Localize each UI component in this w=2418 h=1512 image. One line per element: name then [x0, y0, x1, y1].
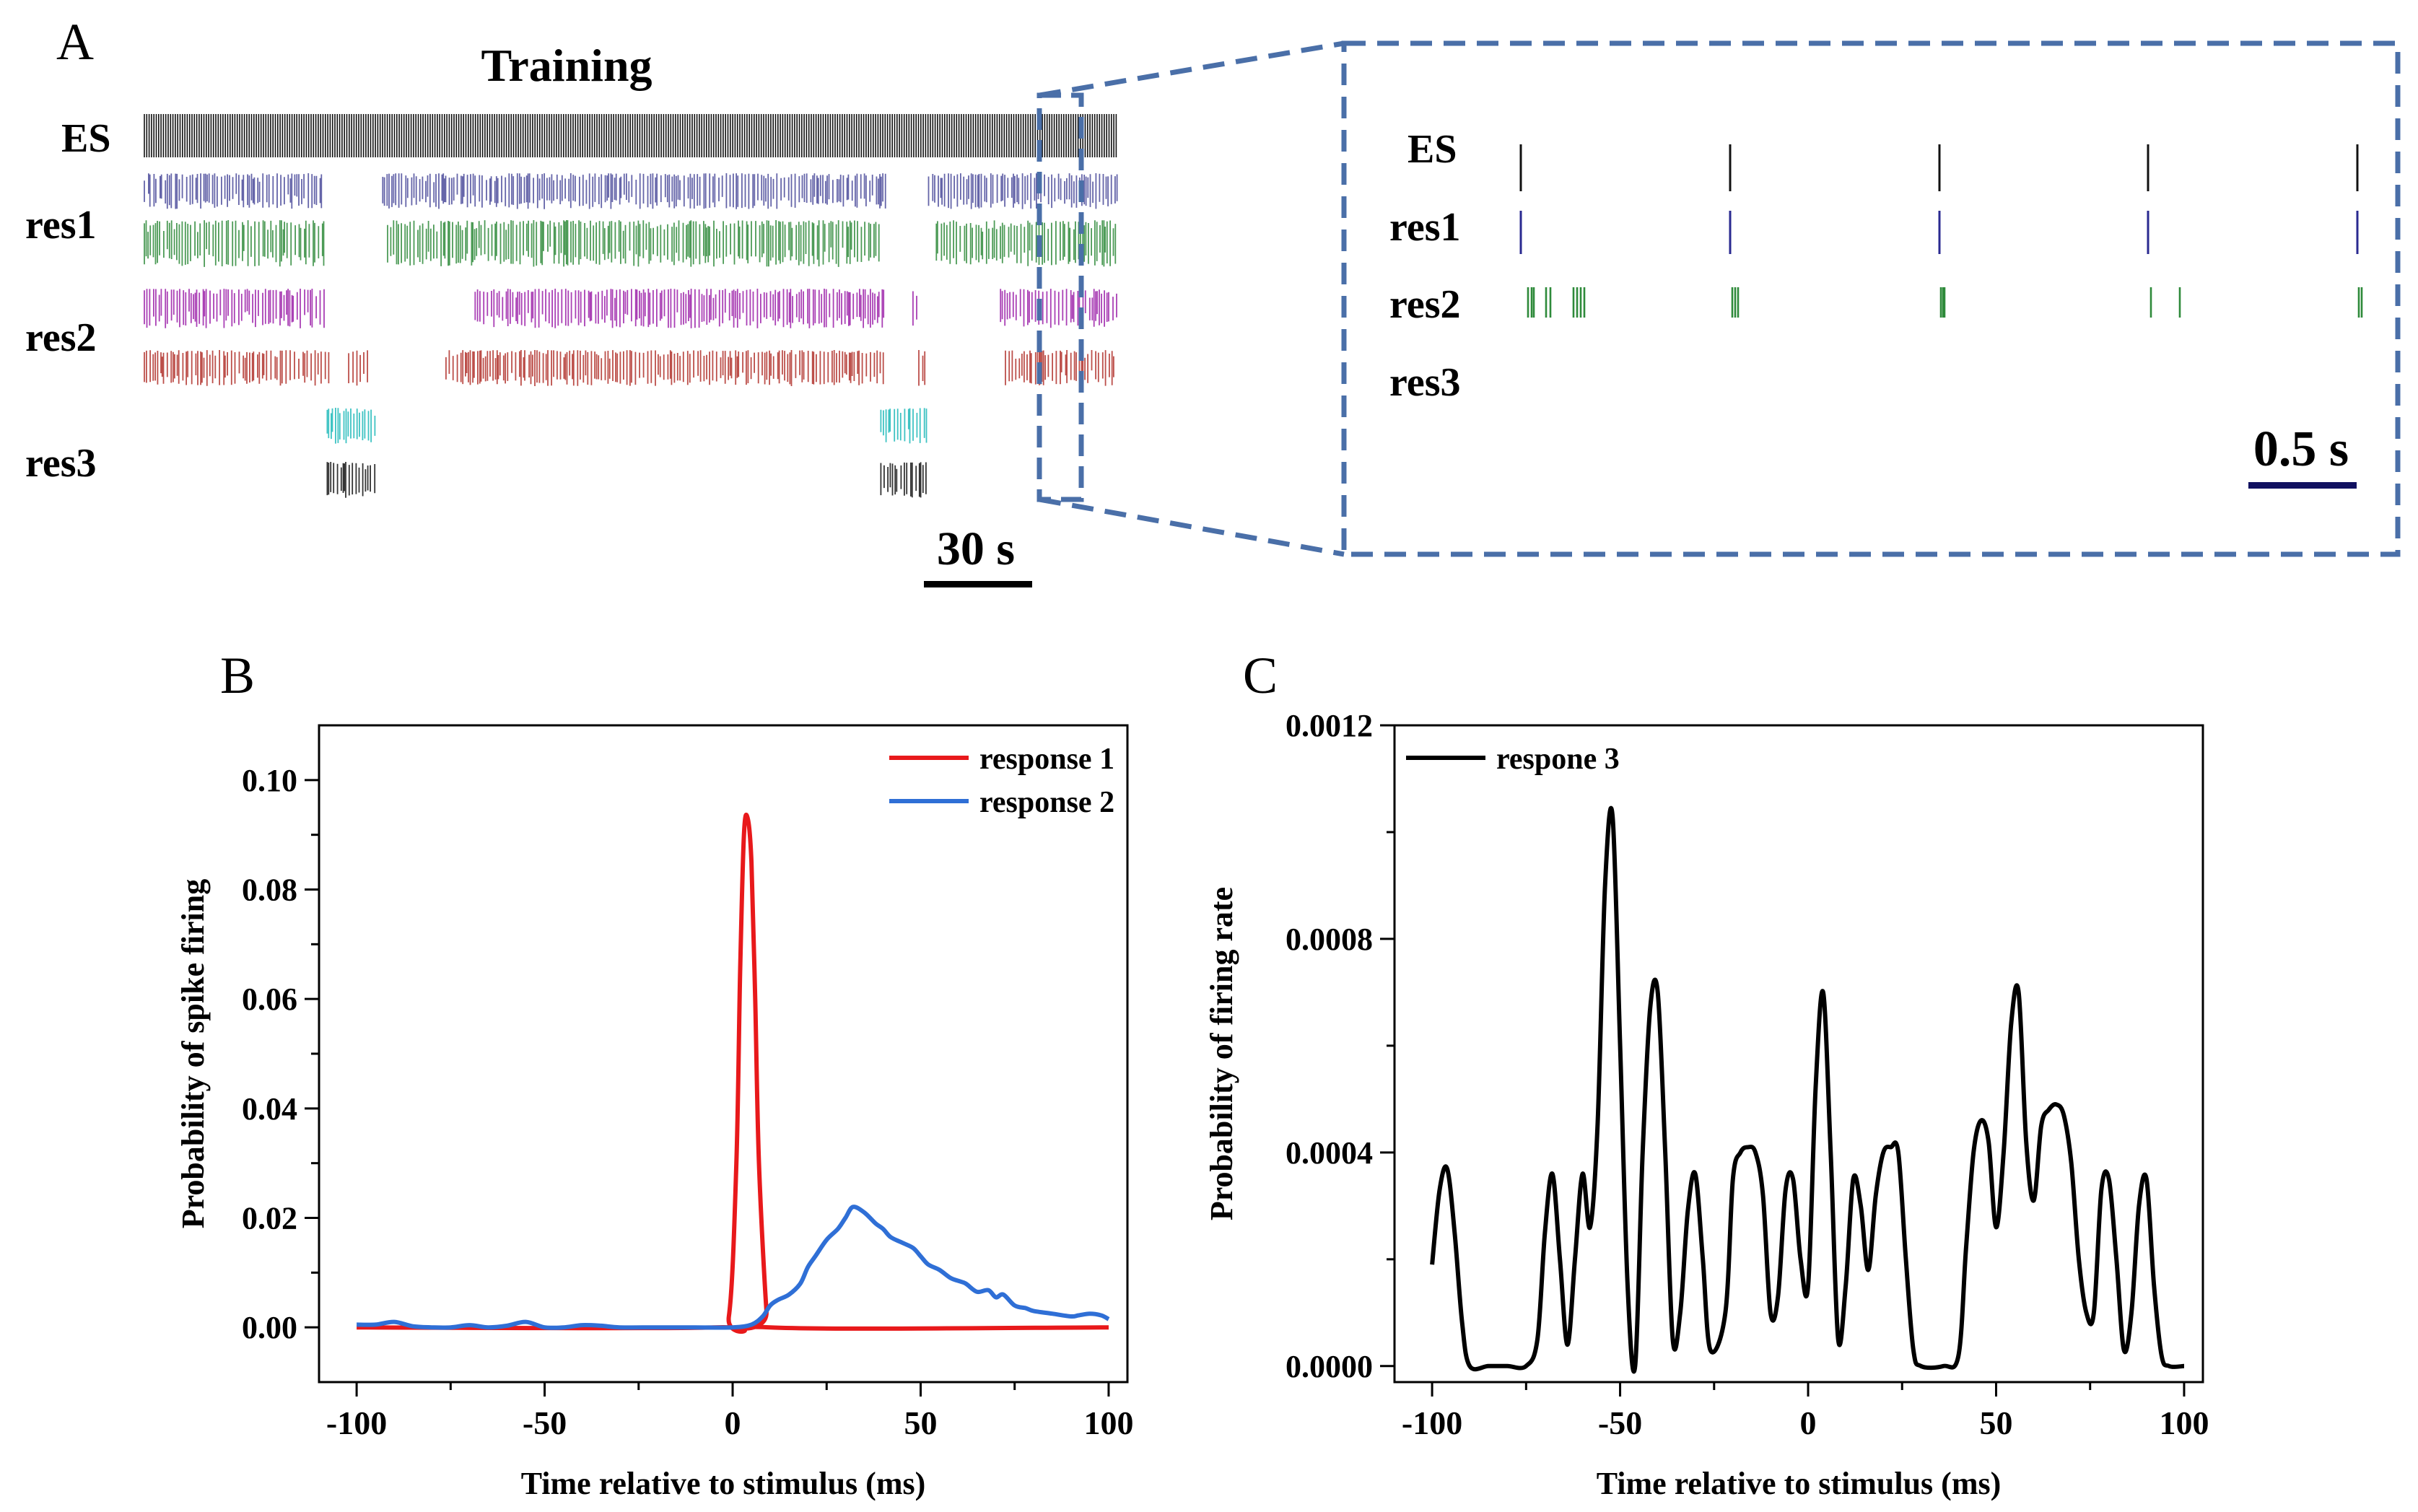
raster-res2-unit-b [144, 350, 1114, 386]
chart-c: -100 -50 0 50 100 0.0000 0.0004 0.0008 0.0012 Tim… [1204, 708, 2209, 1501]
zoom-label-res1: res1 [1389, 205, 1461, 250]
raster-segment [144, 173, 323, 209]
y-tick-label: 0.08 [242, 873, 297, 908]
x-tick-label: 50 [904, 1404, 937, 1441]
scale-bar-05s-label: 0.5 s [2253, 421, 2349, 477]
raster-segment [445, 350, 884, 386]
row-label-res3: res3 [25, 441, 97, 486]
x-tick-label: -100 [1402, 1404, 1462, 1441]
raster-segment [348, 350, 368, 386]
x-tick-label: -50 [523, 1404, 567, 1441]
y-tick-label: 0.0000 [1286, 1349, 1373, 1384]
raster-segment [880, 408, 928, 444]
raster-segment [1005, 350, 1114, 386]
y-tick-label: 0.0004 [1286, 1135, 1373, 1171]
x-tick-label: 100 [2159, 1404, 2209, 1441]
x-tick-label: 50 [1979, 1404, 2012, 1441]
raster-segment [144, 220, 325, 267]
zoom-label-res2: res2 [1389, 282, 1461, 327]
y-axis-label: Probability of firing rate [1204, 887, 1239, 1220]
x-tick-label: -50 [1598, 1404, 1642, 1441]
raster-segment [326, 462, 376, 498]
raster-segment [474, 289, 885, 328]
zoom-connector-top [1039, 40, 1345, 98]
raster-segment [144, 350, 330, 386]
raster-segment [387, 220, 880, 267]
plot-frame [1393, 724, 2204, 1384]
scale-bar-30s-label: 30 s [937, 523, 1015, 575]
x-tick-label: 0 [725, 1404, 741, 1441]
raster-segment [1000, 289, 1117, 328]
x-tick-label: 100 [1083, 1404, 1133, 1441]
raster-segment [928, 173, 1118, 209]
zoom-connector-bottom [1039, 497, 1345, 557]
row-label-res1: res1 [25, 203, 97, 248]
raster-res1-unit-a [144, 173, 1118, 209]
raster-segment [918, 350, 926, 386]
row-label-es: ES [61, 116, 111, 161]
legend-label: respone 3 [1496, 743, 1620, 776]
y-tick-label: 0.0008 [1286, 922, 1373, 957]
row-label-res2: res2 [25, 315, 97, 360]
y-tick-label: 0.00 [242, 1310, 297, 1345]
legend-label: response 1 [979, 743, 1114, 776]
zoom-label-es: ES [1407, 127, 1457, 172]
raster-res3-unit-b [326, 462, 927, 498]
series-line-response-1 [357, 813, 1109, 1334]
raster-segment [935, 220, 1117, 267]
raster-segment [144, 289, 325, 328]
zoom-box [1341, 40, 2401, 557]
y-tick-label: 0.06 [242, 982, 297, 1017]
x-axis-label: Time relative to stimulus (ms) [1597, 1466, 2002, 1501]
panel-b-letter: B [220, 647, 255, 704]
x-axis-label: Time relative to stimulus (ms) [521, 1466, 926, 1501]
raster-res2-unit-a [144, 289, 1117, 328]
series-line-response-2 [357, 1205, 1110, 1330]
raster-segment [144, 114, 1117, 157]
y-axis-label: Probability of spike firing [175, 879, 211, 1228]
raster-res3-unit-a [326, 408, 928, 444]
x-tick-label: 0 [1800, 1404, 1817, 1441]
raster-res1-unit-b [144, 220, 1117, 267]
panel-c: C -100 -50 0 50 100 0.0000 0.0004 0.0008 0.0012 T… [1204, 647, 2209, 1501]
raster-segment [880, 462, 927, 498]
y-tick-label: 0.02 [242, 1201, 297, 1236]
y-tick-label: 0.0012 [1286, 708, 1373, 743]
panel-a: A Training ES res1 res2 res3 30 s ES res… [25, 13, 2401, 587]
panel-b: B -100 -50 0 50 100 0.00 0.02 0.04 0.06 0.08 0.10 T… [175, 647, 1133, 1501]
zoom-spikes [1519, 144, 2363, 318]
panel-a-title: Training [481, 40, 652, 91]
panel-c-letter: C [1243, 647, 1278, 704]
zoom-region-marker [1036, 92, 1084, 502]
raster-segment [326, 408, 376, 444]
series-line-respone-3 [1430, 805, 2185, 1374]
legend-label: response 2 [979, 786, 1114, 819]
raster-segment [382, 173, 886, 209]
raster-segment [912, 291, 917, 326]
panel-a-letter: A [56, 13, 94, 71]
chart-b: -100 -50 0 50 100 0.00 0.02 0.04 0.06 0.08 0.10 Tim… [175, 724, 1133, 1501]
plot-frame [318, 724, 1129, 1384]
zoom-label-res3: res3 [1389, 360, 1461, 405]
y-tick-label: 0.04 [242, 1091, 297, 1127]
raster-es [144, 114, 1117, 157]
y-tick-label: 0.10 [242, 763, 297, 798]
raster-rows [144, 114, 1118, 498]
x-tick-label: -100 [326, 1404, 387, 1441]
scale-bar-05s [2248, 482, 2357, 489]
scale-bar-30s [924, 581, 1032, 587]
